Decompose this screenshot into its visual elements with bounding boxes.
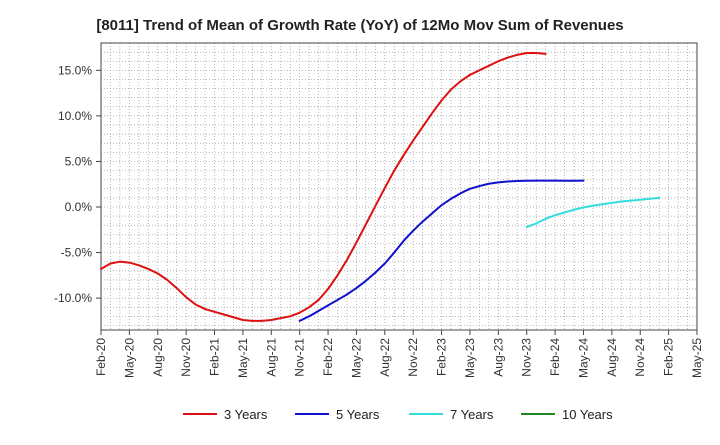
y-tick-label: -5.0%: [61, 246, 93, 260]
x-tick-label: Aug-21: [264, 338, 278, 377]
x-tick-label: Aug-20: [151, 338, 165, 377]
series-line-7-years: [525, 196, 661, 229]
x-tick-label: Feb-22: [321, 338, 335, 376]
x-tick-label: Feb-23: [435, 338, 449, 376]
series-line-5-years: [298, 179, 585, 322]
series-lines: [100, 52, 661, 322]
x-tick-label: Feb-20: [94, 338, 108, 376]
x-tick-label: Aug-23: [491, 338, 505, 377]
x-tick-label: May-22: [349, 338, 363, 378]
x-tick-label: Aug-22: [378, 338, 392, 377]
x-tick-label: May-23: [463, 338, 477, 378]
legend-label-5-years: 5 Years: [336, 407, 380, 422]
x-tick-label: Feb-25: [662, 338, 676, 376]
y-tick-label: 5.0%: [65, 154, 93, 168]
legend: 3 Years 5 Years 7 Years 10 Years: [183, 407, 613, 422]
series-line-3-years: [100, 52, 547, 322]
y-tick-label: -10.0%: [54, 291, 92, 305]
x-tick-label: Nov-24: [633, 338, 647, 377]
x-tick-label: May-24: [576, 338, 590, 378]
y-tick-label: 0.0%: [65, 200, 93, 214]
x-tick-label: Feb-21: [208, 338, 222, 376]
legend-label-3-years: 3 Years: [224, 407, 268, 422]
axes: -10.0% -5.0% 0.0% 5.0% 10.0% 15.0% Feb-20 May-2…: [54, 42, 704, 378]
x-tick-label: Nov-23: [520, 338, 534, 377]
y-tick-label: 15.0%: [58, 63, 92, 77]
plot-frame: [100, 42, 698, 331]
x-tick-label: Nov-22: [406, 338, 420, 377]
x-tick-label: Nov-21: [293, 338, 307, 377]
x-tick-label: Aug-24: [605, 338, 619, 377]
y-tick-label: 10.0%: [58, 109, 92, 123]
chart-title: [8011] Trend of Mean of Growth Rate (YoY…: [96, 17, 623, 34]
x-tick-label: May-21: [236, 338, 250, 378]
x-tick-label: May-20: [122, 338, 136, 378]
x-tick-label: May-25: [690, 338, 704, 378]
legend-label-7-years: 7 Years: [450, 407, 494, 422]
legend-label-10-years: 10 Years: [562, 407, 613, 422]
x-tick-label: Feb-24: [548, 338, 562, 376]
grid-lines: [101, 42, 697, 330]
x-tick-label: Nov-20: [179, 338, 193, 377]
